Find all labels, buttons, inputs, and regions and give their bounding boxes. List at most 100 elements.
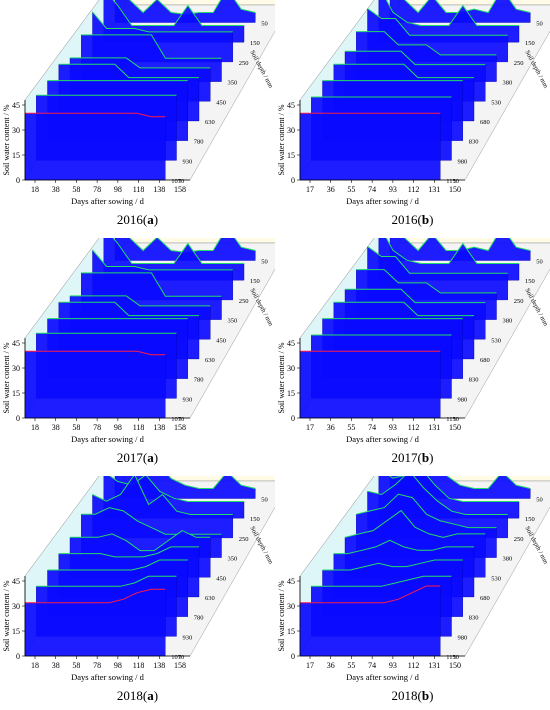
x-tick-label: 131: [428, 661, 440, 670]
z-tick-label: 1150: [446, 178, 459, 185]
x-axis-label: Days after sowing / d: [346, 672, 419, 682]
x-axis-label: Days after sowing / d: [71, 672, 144, 682]
series-line-150: [385, 0, 519, 26]
z-tick-label: 250: [514, 536, 524, 543]
x-tick-label: 18: [31, 185, 39, 194]
x-tick-label: 93: [389, 423, 397, 432]
z-tick-label: 150: [250, 516, 260, 523]
back-wall: [399, 238, 550, 244]
z-tick-label: 1070: [171, 416, 184, 423]
y-tick-label: 15: [287, 627, 295, 636]
z-tick-label: 50: [536, 497, 543, 504]
y-tick-label: 15: [287, 389, 295, 398]
series-line-530: [345, 50, 486, 66]
x-tick-label: 74: [368, 661, 376, 670]
z-tick-label: 630: [205, 595, 215, 602]
series-line-630: [58, 63, 199, 79]
y-tick-label: 0: [16, 652, 20, 661]
y-tick-label: 15: [12, 389, 20, 398]
x-tick-label: 55: [347, 423, 355, 432]
x-tick-label: 58: [72, 423, 80, 432]
caption-year: 2018(: [391, 688, 422, 703]
x-tick-label: 118: [133, 185, 145, 194]
series-line-380: [356, 269, 497, 294]
x-tick-label: 58: [72, 661, 80, 670]
x-tick-label: 17: [306, 661, 314, 670]
z-tick-label: 450: [216, 99, 226, 106]
x-tick-label: 74: [368, 185, 376, 194]
series-line-250: [367, 246, 508, 274]
z-tick-label: 50: [261, 497, 268, 504]
back-wall: [124, 238, 275, 244]
y-tick-label: 45: [287, 577, 295, 586]
x-tick-label: 112: [408, 423, 420, 432]
series-line-1070: [25, 350, 166, 356]
ribbon-1150: [299, 113, 441, 181]
z-tick-label: 930: [183, 158, 193, 165]
z-tick-label: 830: [469, 139, 479, 146]
series-line-250: [367, 8, 508, 36]
x-axis-label: Days after sowing / d: [346, 196, 419, 206]
x-tick-label: 150: [449, 661, 461, 670]
x-tick-label: 18: [31, 661, 39, 670]
panel-caption: 2016(b): [391, 212, 434, 227]
z-tick-label: 630: [205, 119, 215, 126]
x-tick-label: 138: [153, 185, 165, 194]
z-tick-label: 350: [228, 318, 238, 325]
caption-year: 2016(: [391, 212, 422, 227]
z-tick-label: 830: [469, 615, 479, 622]
x-axis-label: Days after sowing / d: [71, 196, 144, 206]
series-line-350: [81, 272, 222, 297]
x-tick-label: 78: [93, 661, 101, 670]
z-tick-label: 250: [514, 298, 524, 305]
x-tick-label: 138: [153, 423, 165, 432]
series-line-250: [92, 249, 233, 271]
z-tick-label: 50: [536, 21, 543, 28]
x-tick-label: 55: [347, 185, 355, 194]
y-tick-label: 0: [291, 414, 295, 423]
z-tick-label: 530: [491, 337, 501, 344]
series-line-350: [81, 34, 222, 59]
x-tick-label: 93: [389, 661, 397, 670]
back-wall: [124, 0, 275, 6]
z-tick-label: 150: [250, 278, 260, 285]
series-line-50: [446, 476, 531, 489]
z-tick-label: 780: [194, 377, 204, 384]
x-axis-label: Days after sowing / d: [346, 434, 419, 444]
x-tick-label: 55: [347, 661, 355, 670]
z-tick-label: 250: [239, 298, 249, 305]
y-tick-label: 0: [16, 176, 20, 185]
ribbon-1070: [24, 351, 166, 419]
series-line-980: [311, 575, 452, 587]
x-tick-label: 150: [449, 423, 461, 432]
series-line-780: [47, 559, 188, 571]
x-tick-label: 131: [428, 423, 440, 432]
y-tick-label: 0: [291, 652, 295, 661]
z-tick-label: 350: [228, 556, 238, 563]
x-tick-label: 93: [389, 185, 397, 194]
z-tick-label: 250: [514, 60, 524, 67]
z-tick-label: 680: [480, 357, 490, 364]
y-axis-label: Soil water content / %: [2, 104, 11, 175]
series-line-50: [168, 476, 256, 489]
panel-caption: 2017(a): [116, 450, 159, 465]
x-tick-label: 158: [174, 661, 186, 670]
caption-letter: a: [147, 212, 154, 227]
x-tick-label: 38: [52, 661, 60, 670]
y-tick-label: 45: [12, 101, 20, 110]
z-tick-label: 350: [228, 80, 238, 87]
series-line-1070: [25, 588, 166, 604]
z-tick-label: 450: [216, 575, 226, 582]
z-tick-label: 1150: [446, 654, 459, 661]
y-tick-label: 30: [287, 126, 295, 135]
x-tick-label: 18: [31, 423, 39, 432]
series-line-150: [112, 238, 244, 264]
caption-year: 2018(: [116, 688, 148, 703]
series-line-530: [345, 288, 486, 304]
series-line-380: [356, 31, 497, 56]
series-line-350: [81, 507, 222, 535]
x-tick-label: 98: [114, 661, 122, 670]
caption-letter: b: [421, 450, 430, 465]
